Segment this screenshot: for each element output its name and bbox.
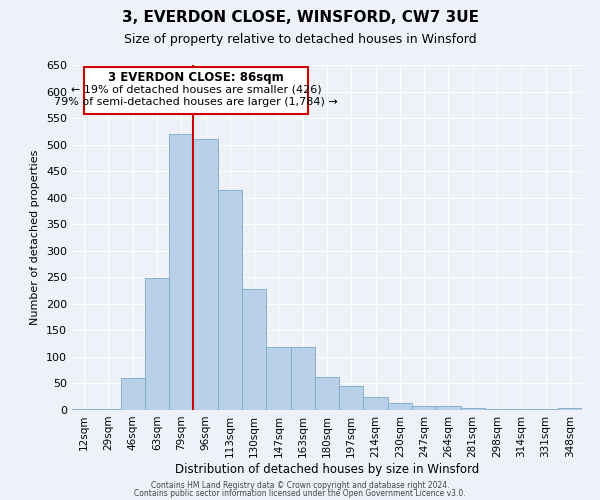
Text: 3, EVERDON CLOSE, WINSFORD, CW7 3UE: 3, EVERDON CLOSE, WINSFORD, CW7 3UE [121,10,479,25]
Text: Contains HM Land Registry data © Crown copyright and database right 2024.: Contains HM Land Registry data © Crown c… [151,481,449,490]
Text: Contains public sector information licensed under the Open Government Licence v3: Contains public sector information licen… [134,488,466,498]
Bar [558,408,582,410]
Bar [436,406,461,410]
Bar [412,406,436,410]
FancyBboxPatch shape [84,67,308,114]
Bar [96,409,121,410]
Text: 3 EVERDON CLOSE: 86sqm: 3 EVERDON CLOSE: 86sqm [108,72,284,85]
Bar [193,140,218,410]
Bar [315,376,339,410]
Text: Size of property relative to detached houses in Winsford: Size of property relative to detached ho… [124,32,476,46]
Bar [339,386,364,410]
Bar [266,348,290,410]
Bar [290,348,315,410]
Bar [364,398,388,410]
Bar [145,278,169,410]
Bar [242,289,266,410]
Bar [388,403,412,410]
Bar [509,409,533,410]
Bar [169,134,193,410]
Text: ← 19% of detached houses are smaller (426): ← 19% of detached houses are smaller (42… [71,84,321,94]
Bar [218,190,242,410]
Bar [485,409,509,410]
X-axis label: Distribution of detached houses by size in Winsford: Distribution of detached houses by size … [175,462,479,475]
Bar [121,378,145,410]
Text: 79% of semi-detached houses are larger (1,784) →: 79% of semi-detached houses are larger (… [54,97,338,107]
Bar [461,408,485,410]
Bar [72,409,96,410]
Bar [533,409,558,410]
Y-axis label: Number of detached properties: Number of detached properties [31,150,40,325]
